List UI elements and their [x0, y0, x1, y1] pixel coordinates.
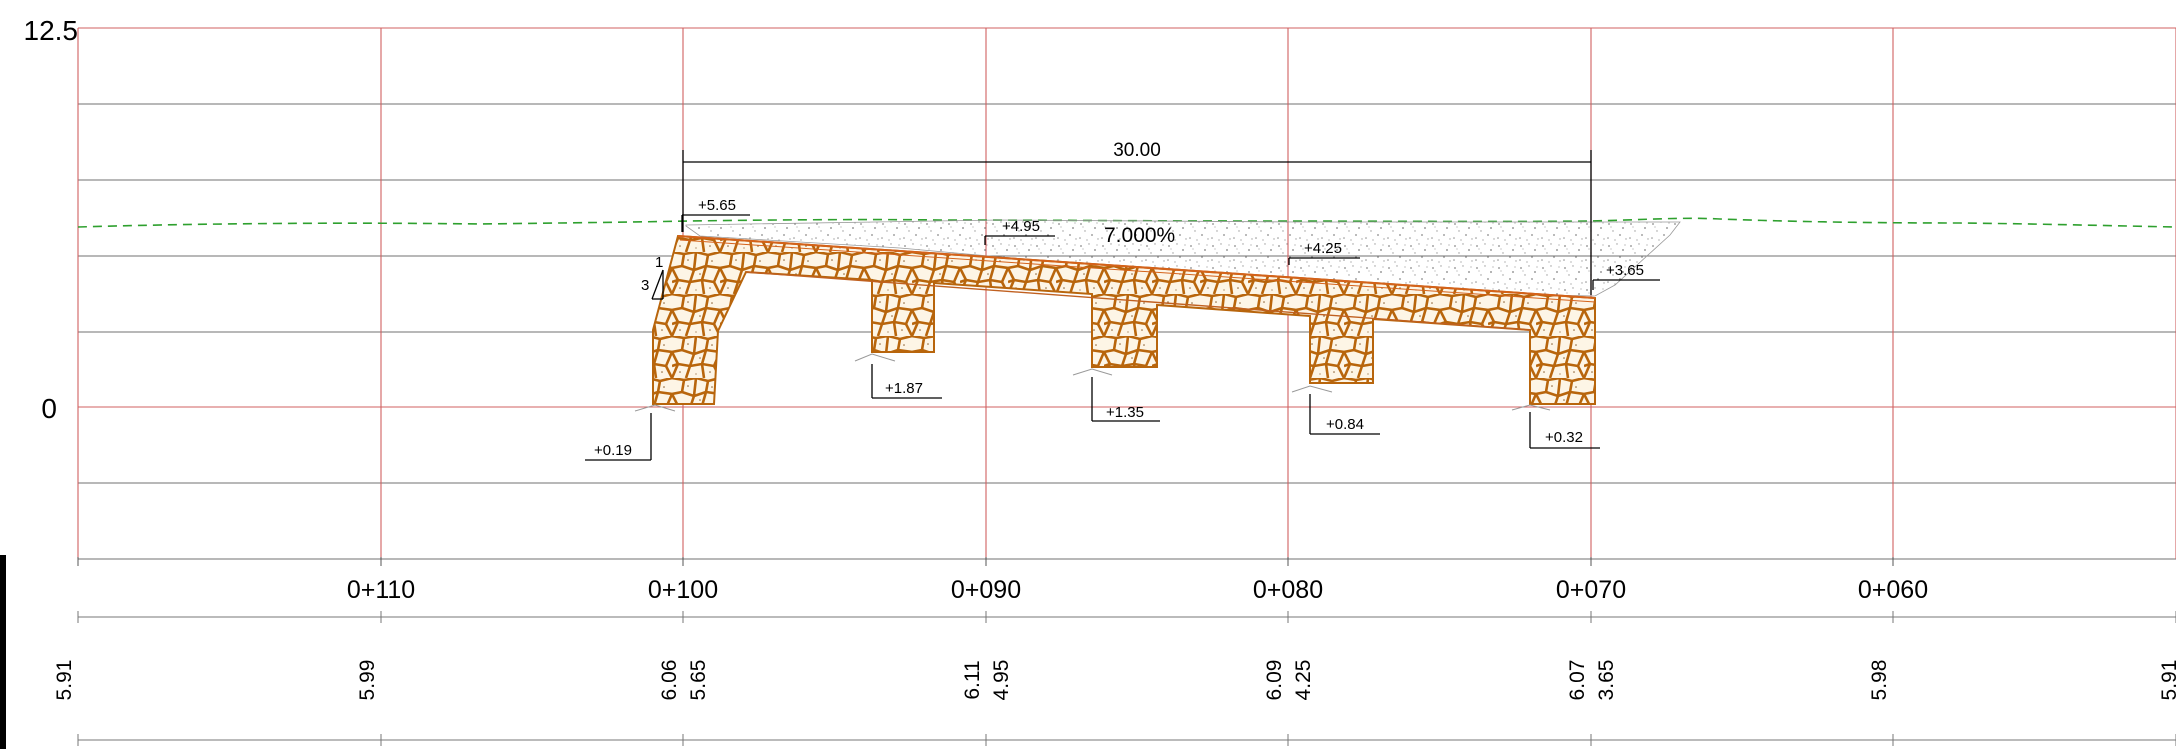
- station-label: 0+110: [347, 576, 415, 604]
- foundation-level-label-3: +0.84: [1326, 416, 1364, 433]
- slope-triangle-symbol: [651, 269, 664, 300]
- station-label: 0+070: [1556, 576, 1626, 604]
- station-label: 0+080: [1253, 576, 1323, 604]
- foundation-level-label-0: +0.19: [594, 442, 632, 459]
- top-level-label-3: +3.65: [1606, 262, 1644, 279]
- slope-percent-label: 7.000%: [1104, 224, 1175, 247]
- elevation-value: 6.06: [658, 660, 681, 701]
- foundation-level-label-2: +1.35: [1106, 404, 1144, 421]
- elevation-value: 4.25: [1292, 660, 1315, 701]
- top-level-label-0: +5.65: [698, 197, 736, 214]
- slope-run-label: 3: [641, 277, 649, 294]
- foundation-markers: [634, 353, 1551, 412]
- elevation-value: 5.99: [356, 660, 379, 701]
- station-axis: 0+110 0+100 0+090 0+080 0+070 0+060: [77, 557, 1928, 604]
- elevation-value: 6.07: [1566, 660, 1589, 701]
- y-axis-top-label: 12.5: [24, 15, 79, 46]
- elevation-value: 5.98: [1868, 660, 1891, 701]
- station-label: 0+100: [648, 576, 718, 604]
- existing-ground-line: [77, 217, 2176, 228]
- station-label: 0+090: [951, 576, 1021, 604]
- top-level-label-2: +4.25: [1304, 240, 1342, 257]
- foundation-level-label-1: +1.87: [885, 380, 923, 397]
- width-dimension-label: 30.00: [1113, 140, 1161, 161]
- elevation-value: 4.95: [990, 660, 1013, 701]
- slope-rise-label: 1: [655, 254, 663, 271]
- elevation-table: 5.91 5.99 6.06 5.65 6.11 4.95 6.09 4.25 6.07 3.65…: [53, 611, 2176, 746]
- elevation-value: 5.65: [687, 660, 710, 701]
- width-dimension-line: [682, 150, 1592, 295]
- elevation-value: 5.91: [2158, 660, 2176, 701]
- elevation-value: 5.91: [53, 660, 76, 701]
- top-level-leaders: [681, 214, 1660, 290]
- gravel-backfill: [685, 219, 1681, 297]
- deck-top-edge-inner: [679, 239, 1596, 303]
- y-axis-zero-label: 0: [41, 393, 57, 424]
- deck-top-edge: [677, 235, 1596, 299]
- station-label: 0+060: [1858, 576, 1928, 604]
- top-level-label-1: +4.95: [1002, 218, 1040, 235]
- foundation-level-label-4: +0.32: [1545, 429, 1583, 446]
- rubble-masonry-structure: [652, 234, 1596, 405]
- elevation-value: 3.65: [1595, 660, 1618, 701]
- elevation-value: 6.11: [961, 660, 984, 699]
- left-edge-bar: [0, 555, 6, 749]
- elevation-value: 6.09: [1263, 660, 1286, 701]
- deck-bottom-edge: [745, 271, 1531, 331]
- foundation-level-leaders: [585, 364, 1600, 461]
